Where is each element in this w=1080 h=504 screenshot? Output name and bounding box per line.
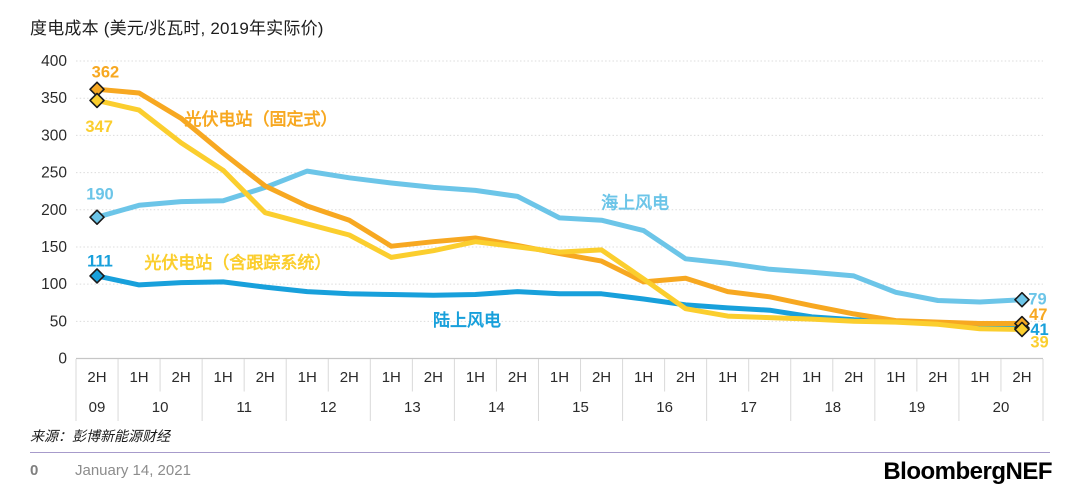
series-line-pv_tracking <box>94 97 1025 332</box>
x-axis-year-label: 13 <box>404 399 421 416</box>
x-axis-year-label: 09 <box>89 399 106 416</box>
x-axis-year-label: 19 <box>909 399 926 416</box>
x-axis-half-label: 2H <box>256 369 275 386</box>
series-marker-offshore_wind-end <box>1014 291 1030 308</box>
x-axis-half-label: 1H <box>718 369 737 386</box>
x-axis-half-label: 1H <box>550 369 569 386</box>
x-axis-half-label: 2H <box>172 369 191 386</box>
x-axis-half-label: 1H <box>466 369 485 386</box>
x-axis-half-label: 2H <box>1012 369 1031 386</box>
source-note: 来源：彭博新能源财经 <box>30 428 170 444</box>
y-axis-tick-label: 300 <box>41 127 67 144</box>
chart-title: 度电成本 (美元/兆瓦时, 2019年实际价) <box>30 19 324 38</box>
series-line-offshore_wind <box>94 168 1025 305</box>
series-marker-pv_tracking-end <box>1014 321 1030 338</box>
x-axis-half-label: 2H <box>676 369 695 386</box>
y-axis-tick-label: 400 <box>41 53 67 70</box>
x-axis-year-label: 17 <box>740 399 757 416</box>
x-axis-half-label: 2H <box>424 369 443 386</box>
y-axis-tick-label: 50 <box>50 313 68 330</box>
y-axis-tick-label: 0 <box>58 351 67 368</box>
footer-divider <box>30 452 1050 453</box>
page-number: 0 <box>30 462 39 479</box>
x-axis-year-label: 10 <box>152 399 169 416</box>
x-axis-half-label: 1H <box>970 369 989 386</box>
series-marker-onshore_wind-start <box>89 268 105 284</box>
x-axis-half-label: 1H <box>886 369 905 386</box>
x-axis-year-label: 14 <box>488 399 505 416</box>
x-axis-half-label: 2H <box>760 369 779 386</box>
lcoe-line-chart: 400 350 300 250 200 150 100 50 0 2H 1H 2H 1H 2H 1H 2H 1H… <box>41 53 1049 421</box>
x-axis-half-label: 2H <box>928 369 947 386</box>
x-axis-half-label: 2H <box>340 369 359 386</box>
value-label-offshore_wind-79: 79 <box>1028 291 1046 309</box>
x-axis-year-label: 12 <box>320 399 337 416</box>
value-label-pv_tracking-347: 347 <box>85 118 113 136</box>
y-axis-tick-label: 250 <box>41 165 67 182</box>
x-axis-half-label: 1H <box>214 369 233 386</box>
x-axis-half-label: 1H <box>802 369 821 386</box>
x-axis-year-label: 15 <box>572 399 589 416</box>
value-label-onshore_wind-111: 111 <box>87 253 113 271</box>
x-axis-year-label: 11 <box>236 399 252 416</box>
series-marker-offshore_wind-start <box>89 209 105 225</box>
series-label-pv_tracking: 光伏电站（含跟踪系统） <box>143 253 331 273</box>
y-axis-tick-label: 200 <box>41 202 67 219</box>
series-marker-pv_tracking-start <box>89 92 105 109</box>
series-label-onshore_wind: 陆上风电 <box>433 310 501 330</box>
x-axis-half-label: 2H <box>592 369 611 386</box>
x-axis-half-label: 2H <box>87 369 106 386</box>
x-axis-half-label: 1H <box>129 369 148 386</box>
x-axis-year-label: 20 <box>993 399 1010 416</box>
x-axis-year-label: 18 <box>824 399 841 416</box>
x-axis-half-label: 1H <box>382 369 401 386</box>
x-axis-half-label: 1H <box>634 369 653 386</box>
value-label-pv_fixed-362: 362 <box>92 64 120 82</box>
value-label-onshore_wind-41: 41 <box>1030 321 1048 339</box>
x-axis-half-label: 2H <box>508 369 527 386</box>
value-label-pv_fixed-47: 47 <box>1029 306 1047 324</box>
series-label-pv_fixed: 光伏电站（固定式） <box>183 109 337 129</box>
y-axis-tick-label: 350 <box>41 90 67 107</box>
value-label-offshore_wind-190: 190 <box>86 186 114 204</box>
bloombergnef-logo: BloombergNEF <box>883 458 1052 485</box>
series-label-offshore_wind: 海上风电 <box>601 192 669 212</box>
y-axis-tick-label: 150 <box>41 239 67 256</box>
x-axis-half-label: 2H <box>844 369 863 386</box>
x-axis-year-label: 16 <box>656 399 673 416</box>
x-axis-half-label: 1H <box>298 369 317 386</box>
y-axis-tick-label: 100 <box>41 276 67 293</box>
footer-date: January 14, 2021 <box>75 462 191 479</box>
value-label-pv_tracking-39: 39 <box>1030 334 1048 352</box>
